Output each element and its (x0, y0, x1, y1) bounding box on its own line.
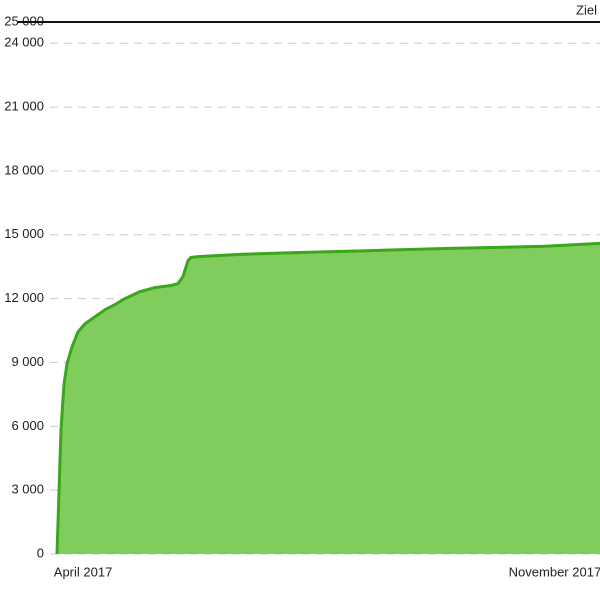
y-tick-label: 18 000 (4, 162, 44, 177)
x-tick-label: April 2017 (54, 564, 113, 579)
y-tick-label: 24 000 (4, 35, 44, 50)
y-tick-label: 9 000 (11, 354, 44, 369)
goal-label: Ziel (576, 2, 597, 17)
y-tick-label: 0 (37, 545, 44, 560)
y-tick-label: 3 000 (11, 482, 44, 497)
line (55, 241, 600, 555)
x-tick-label: November 2017 (509, 564, 600, 579)
area (57, 243, 600, 554)
y-tick-label: 6 000 (11, 418, 44, 433)
y-tick-label: 25 000 (4, 13, 44, 28)
y-tick-label: 12 000 (4, 290, 44, 305)
y-tick-label: 21 000 (4, 99, 44, 114)
y-tick-label: 15 000 (4, 226, 44, 241)
